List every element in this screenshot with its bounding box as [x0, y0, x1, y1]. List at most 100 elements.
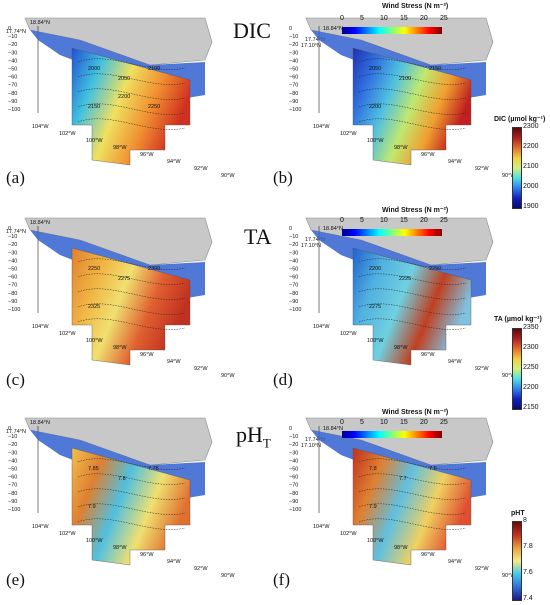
contour-label-3: 2150 [88, 104, 100, 110]
contour-label-3: 2275 [369, 304, 381, 310]
wind-stress-tick-3-4: 20 [420, 419, 428, 426]
colorbar-ph-tick-3: 7.4 [523, 595, 533, 602]
wind-stress-tick-1-5: 25 [440, 15, 448, 22]
wind-stress-tick-1-3: 15 [400, 15, 408, 22]
longitude-label-7: 90°W [221, 573, 235, 579]
wind-stress-tick-1-1: 5 [360, 15, 364, 22]
colorbar-ta-tick-2: 2250 [523, 364, 539, 371]
longitude-label-1: 102°W [59, 531, 76, 537]
colorbar-dic-tick-3: 2000 [523, 183, 539, 190]
longitude-label-6: 92°W [194, 566, 208, 572]
longitude-label-6: 92°W [194, 366, 208, 372]
contour-label-2: 2100 [148, 66, 160, 72]
depth-tick-5: −50 [8, 67, 17, 73]
longitude-label-0: 104°W [313, 124, 330, 130]
longitude-label-5: 94°W [167, 159, 181, 165]
longitude-label-5: 94°W [167, 559, 181, 565]
wind-stress-tick-1-0: 0 [340, 15, 344, 22]
ph-subscript: T [262, 435, 271, 451]
depth-tick-1: −10 [8, 34, 17, 40]
variable-title-dic: DIC [233, 18, 271, 43]
wind-stress-tick-2-5: 25 [440, 217, 448, 224]
colorbar-dic-gradient [512, 127, 522, 209]
longitude-label-5: 94°W [167, 359, 181, 365]
contour-label-0: 2200 [369, 266, 381, 272]
longitude-label-4: 96°W [421, 352, 435, 358]
depth-tick-7: −70 [289, 483, 298, 489]
depth-tick-10: −100 [8, 307, 20, 313]
land-surface [24, 17, 213, 66]
wind-stress-tick-2-0: 0 [340, 217, 344, 224]
longitude-label-2: 100°W [367, 538, 384, 544]
colorbar-ta-tick-1: 2300 [523, 344, 539, 351]
colorbar-dic-tick-4: 1900 [523, 203, 539, 210]
depth-tick-6: −60 [8, 75, 17, 81]
longitude-label-0: 104°W [32, 124, 49, 130]
longitude-label-0: 104°W [32, 524, 49, 530]
contour-label-1: 2100 [399, 76, 411, 82]
longitude-label-5: 94°W [448, 559, 462, 565]
depth-tick-2: −20 [289, 442, 298, 448]
wind-stress-tick-3-1: 5 [360, 419, 364, 426]
longitude-label-4: 96°W [140, 552, 154, 558]
longitude-label-7: 90°W [502, 373, 516, 379]
colorbar-ta-tick-3: 2200 [523, 384, 539, 391]
ph-main: pH [236, 422, 263, 447]
colorbar-ta-gradient [512, 328, 522, 410]
depth-tick-6: −60 [8, 275, 17, 281]
latitude-label-1: 17.74°N [305, 37, 325, 43]
contour-label-1: 7.8 [118, 476, 126, 482]
panel-c: 0 −10 −20 −30 −40 −50 −60 −70 −80 −90 −100 18.84°N 1… [0, 200, 275, 400]
contour-label-2: 2150 [429, 66, 441, 72]
colorbar-ph-title: pHT [511, 510, 525, 517]
wind-stress-tick-3-3: 15 [400, 419, 408, 426]
depth-tick-10: −100 [289, 307, 301, 313]
depth-tick-7: −70 [8, 483, 17, 489]
longitude-label-4: 96°W [140, 152, 154, 158]
depth-tick-8: −80 [289, 91, 298, 97]
depth-tick-8: −80 [8, 291, 17, 297]
wind-stress-title-3: Wind Stress (N m⁻²) [382, 409, 449, 416]
variable-title-ta: TA [244, 224, 272, 249]
depth-tick-0: 0 [289, 426, 292, 432]
latitude-label-2: 17.10°N [301, 43, 321, 49]
wind-stress-gradient-2 [342, 229, 442, 236]
depth-tick-3: −30 [8, 450, 17, 456]
longitude-label-5: 94°W [448, 159, 462, 165]
contour-label-0: 7.8 [369, 466, 377, 472]
contour-label-0: 7.85 [88, 466, 99, 472]
depth-tick-1: −10 [289, 234, 298, 240]
longitude-label-0: 104°W [32, 324, 49, 330]
longitude-label-2: 100°W [86, 538, 103, 544]
wind-stress-gradient-3 [342, 431, 442, 438]
panel-label-b: (b) [273, 168, 293, 187]
depth-tick-3: −30 [289, 50, 298, 56]
latitude-label-1: 17.74°N [6, 429, 26, 435]
depth-tick-1: −10 [289, 34, 298, 40]
latitude-label-2: 17.10°N [301, 443, 321, 449]
section-slab [71, 247, 191, 366]
depth-tick-10: −100 [289, 107, 301, 113]
wind-stress-tick-3-0: 0 [340, 419, 344, 426]
depth-tick-2: −20 [8, 242, 17, 248]
latitude-label-1: 17.74°N [6, 29, 26, 35]
panel-f: 0 −10 −20 −30 −40 −50 −60 −70 −80 −90 −100 18.84°N 1… [273, 400, 550, 605]
depth-tick-10: −100 [8, 507, 20, 513]
depth-tick-7: −70 [289, 283, 298, 289]
longitude-label-7: 90°W [502, 573, 516, 579]
longitude-label-3: 98°W [394, 545, 408, 551]
latitude-label-2: 17.10°N [301, 243, 321, 249]
wind-stress-tick-2-2: 10 [380, 217, 388, 224]
depth-tick-6: −60 [289, 75, 298, 81]
longitude-label-0: 104°W [313, 524, 330, 530]
longitude-label-2: 100°W [86, 338, 103, 344]
longitude-label-3: 98°W [394, 345, 408, 351]
longitude-label-4: 96°W [421, 552, 435, 558]
latitude-label-0: 18.84°N [30, 420, 50, 426]
latitude-label-1: 17.74°N [305, 237, 325, 243]
depth-tick-4: −40 [8, 58, 17, 64]
depth-tick-5: −50 [289, 467, 298, 473]
panel-label-d: (d) [273, 370, 293, 389]
panel-f-scene: 0 −10 −20 −30 −40 −50 −60 −70 −80 −90 −100 18.84°N 1… [289, 417, 516, 579]
contour-label-1: 2225 [399, 276, 411, 282]
